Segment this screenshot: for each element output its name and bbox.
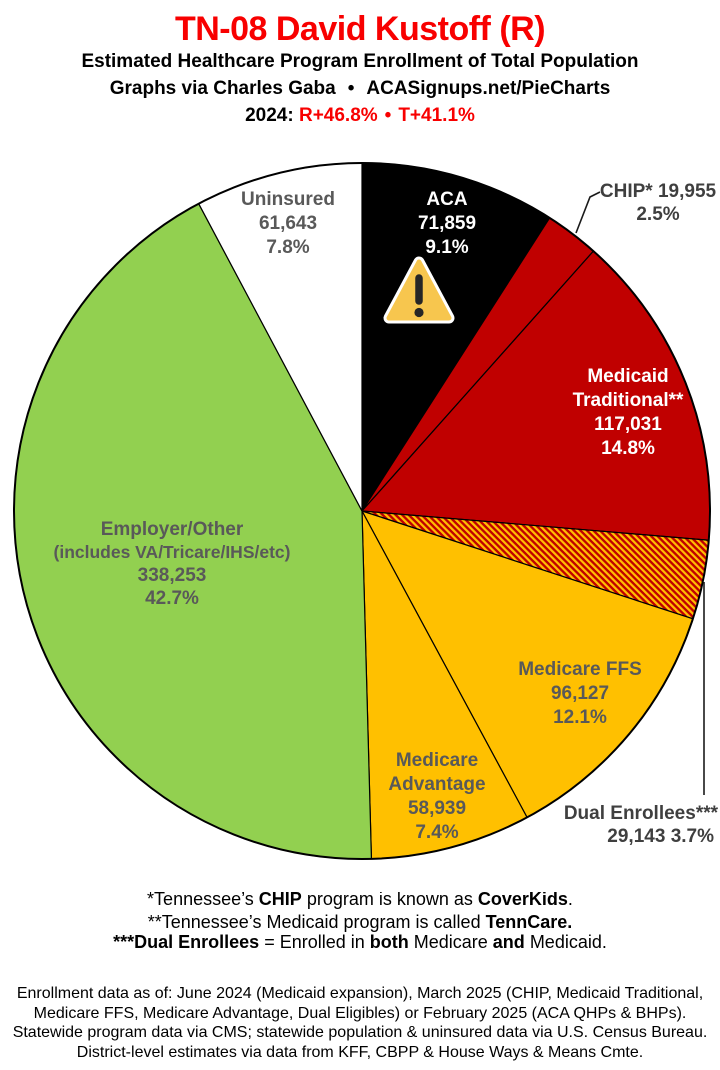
footnote-bold: ***Dual Enrollees <box>113 932 260 952</box>
credit-site: ACASignups.net/PieCharts <box>366 78 611 99</box>
slice-name: Medicare FFS <box>518 659 642 680</box>
chip-leader-line <box>575 191 601 234</box>
slice-value: 61,643 <box>259 213 317 234</box>
credit-author: Graphs via Charles Gaba <box>109 78 336 99</box>
footnote-line-2: **Tennessee’s Medicaid program is called… <box>0 912 720 932</box>
pie-chart: ACA 71,859 9.1% Uninsured 61,643 7.8% CH… <box>0 150 720 890</box>
slice-pct: 14.8% <box>601 438 655 459</box>
slice-pct: 9.1% <box>425 237 468 258</box>
footnote-text: Medicaid. <box>524 932 607 952</box>
slice-name: Advantage <box>388 774 485 795</box>
slice-label-aca: ACA 71,859 9.1% <box>418 189 476 258</box>
callout-label-chip: CHIP* 19,955 2.5% <box>600 181 717 225</box>
slice-label-medicaid-traditional: Medicaid Traditional** 117,031 14.8% <box>573 366 684 459</box>
slice-value: 58,939 <box>408 798 466 819</box>
footnote-text: *Tennessee’s <box>147 892 259 909</box>
slice-label-medicare-advantage: Medicare Advantage 58,939 7.4% <box>388 750 485 843</box>
footnote-text: **Tennessee’s Medicaid program is called <box>147 912 486 932</box>
slice-label-uninsured: Uninsured 61,643 7.8% <box>241 189 335 258</box>
pie-outline <box>13 162 711 860</box>
source-line: District-level estimates via data from K… <box>76 1043 644 1061</box>
bullet-separator-icon: • <box>347 78 355 99</box>
pie-chart-svg: ACA 71,859 9.1% Uninsured 61,643 7.8% CH… <box>13 162 719 860</box>
slice-name: Medicaid <box>587 366 668 387</box>
source-line: Enrollment data as of: June 2024 (Medica… <box>16 985 704 1002</box>
source-paragraph: Enrollment data as of: June 2024 (Medica… <box>0 984 720 1062</box>
slice-pct: 12.1% <box>553 707 607 728</box>
pie-slices <box>13 162 711 860</box>
footnote-bold: CHIP <box>258 892 302 909</box>
bullet-separator-icon: • <box>384 105 392 126</box>
slice-name: (includes VA/Tricare/IHS/etc) <box>54 542 291 562</box>
callout-line: 2.5% <box>636 204 679 225</box>
slice-name: ACA <box>426 189 467 210</box>
slice-value: 71,859 <box>418 213 476 234</box>
credit-line: Graphs via Charles Gaba • ACASignups.net/P… <box>0 75 720 102</box>
slice-pct: 7.4% <box>415 822 458 843</box>
subtitle: Estimated Healthcare Program Enrollment … <box>81 51 639 72</box>
warning-icon <box>383 256 455 324</box>
slice-label-employer-other: Employer/Other (includes VA/Tricare/IHS/… <box>54 519 291 609</box>
slice-value: 338,253 <box>138 565 207 586</box>
chart-header: TN-08 David Kustoff (R) Estimated Health… <box>0 0 720 129</box>
slice-value: 117,031 <box>594 414 662 435</box>
footnote-line-3: ***Dual Enrollees = Enrolled in both Med… <box>0 932 720 952</box>
slice-name: Uninsured <box>241 189 335 210</box>
footnote-bold: CoverKids <box>477 892 568 909</box>
year-label: 2024: <box>245 105 294 126</box>
slice-label-medicare-ffs: Medicare FFS 96,127 12.1% <box>518 659 642 728</box>
slice-value: 96,127 <box>551 683 609 704</box>
partisan-line: 2024: R+46.8% • T+41.1% <box>0 102 720 129</box>
footnote-bold: and <box>492 932 525 952</box>
slice-name: Employer/Other <box>101 519 244 540</box>
slice-pct: 42.7% <box>145 588 199 609</box>
callout-line: 29,143 3.7% <box>607 826 714 847</box>
slice-pct: 7.8% <box>266 237 309 258</box>
footnote-bold: TennCare. <box>485 912 573 932</box>
page-title: TN-08 David Kustoff (R) <box>174 10 546 48</box>
trump-margin: T+41.1% <box>398 105 475 126</box>
footnote-text: . <box>567 892 573 909</box>
footnote-text: = Enrolled in <box>259 932 370 952</box>
partisan-lean: R+46.8% <box>298 105 378 126</box>
callout-label-dual-enrollees: Dual Enrollees*** 29,143 3.7% <box>564 803 719 847</box>
footnote-text: program is known as <box>301 892 478 909</box>
slice-name: Traditional** <box>573 390 684 411</box>
callout-line: Dual Enrollees*** <box>564 803 719 824</box>
source-line: Statewide program data via CMS; statewid… <box>12 1024 708 1041</box>
callout-line: CHIP* 19,955 <box>600 181 717 202</box>
footnotes: *Tennessee’s CHIP program is known as Co… <box>0 892 720 952</box>
source-line: Medicare FFS, Medicare Advantage, Dual E… <box>33 1004 687 1022</box>
footnote-line-1: *Tennessee’s CHIP program is known as Co… <box>0 892 720 912</box>
footnote-bold: both <box>369 932 409 952</box>
footnote-text: Medicare <box>408 932 493 952</box>
slice-name: Medicare <box>396 750 478 771</box>
